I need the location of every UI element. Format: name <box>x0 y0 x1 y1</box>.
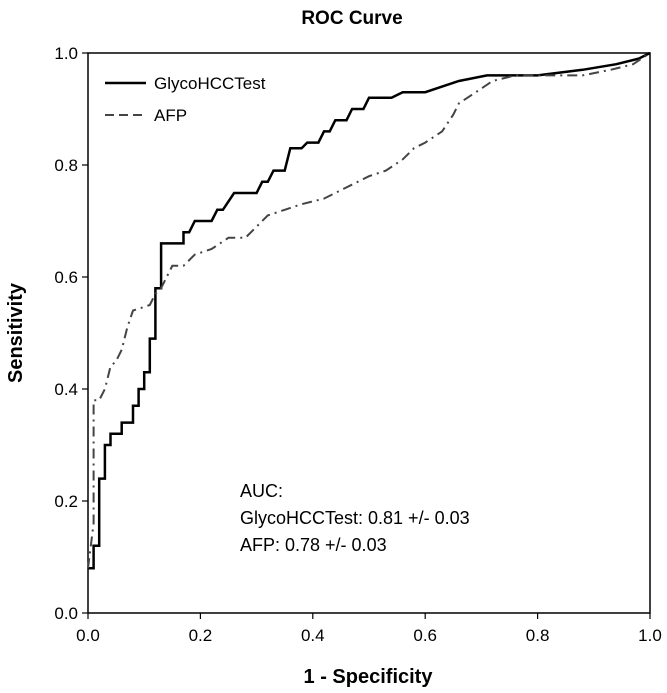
auc-heading: AUC: <box>240 481 283 501</box>
y-tick-label: 0.4 <box>54 380 78 399</box>
plot-frame <box>87 52 651 614</box>
chart-title: ROC Curve <box>301 8 402 29</box>
legend-label-glycohcctest: GlycoHCCTest <box>154 74 266 93</box>
y-tick-label: 0.8 <box>54 156 78 175</box>
legend: GlycoHCCTest AFP <box>105 74 266 125</box>
series-line-glycohcctest <box>88 51 651 570</box>
auc-annotation: AUC: GlycoHCCTest: 0.81 +/- 0.03 AFP: 0.… <box>240 481 470 555</box>
x-tick-label: 0.0 <box>76 626 100 645</box>
legend-label-afp: AFP <box>154 106 187 125</box>
x-tick-label: 0.8 <box>526 626 550 645</box>
y-tick-label: 0.6 <box>54 268 78 287</box>
y-tick-label: 0.0 <box>54 604 78 623</box>
x-axis-label: 1 - Specificity <box>304 666 434 688</box>
x-tick-label: 0.4 <box>301 626 325 645</box>
y-tick-label: 0.2 <box>54 492 78 511</box>
auc-glycohcctest: GlycoHCCTest: 0.81 +/- 0.03 <box>240 508 470 528</box>
auc-afp: AFP: 0.78 +/- 0.03 <box>240 535 387 555</box>
series-line-afp <box>87 52 651 569</box>
series-layer <box>87 51 651 570</box>
x-tick-label: 0.6 <box>413 626 437 645</box>
y-tick-label: 1.0 <box>54 44 78 63</box>
x-tick-label: 1.0 <box>638 626 662 645</box>
y-axis-ticks: 0.0 0.2 0.4 0.6 0.8 1.0 <box>54 44 88 623</box>
y-axis-label: Sensitivity <box>5 282 27 383</box>
x-axis-ticks: 0.0 0.2 0.4 0.6 0.8 1.0 <box>76 613 662 645</box>
x-tick-label: 0.2 <box>189 626 213 645</box>
